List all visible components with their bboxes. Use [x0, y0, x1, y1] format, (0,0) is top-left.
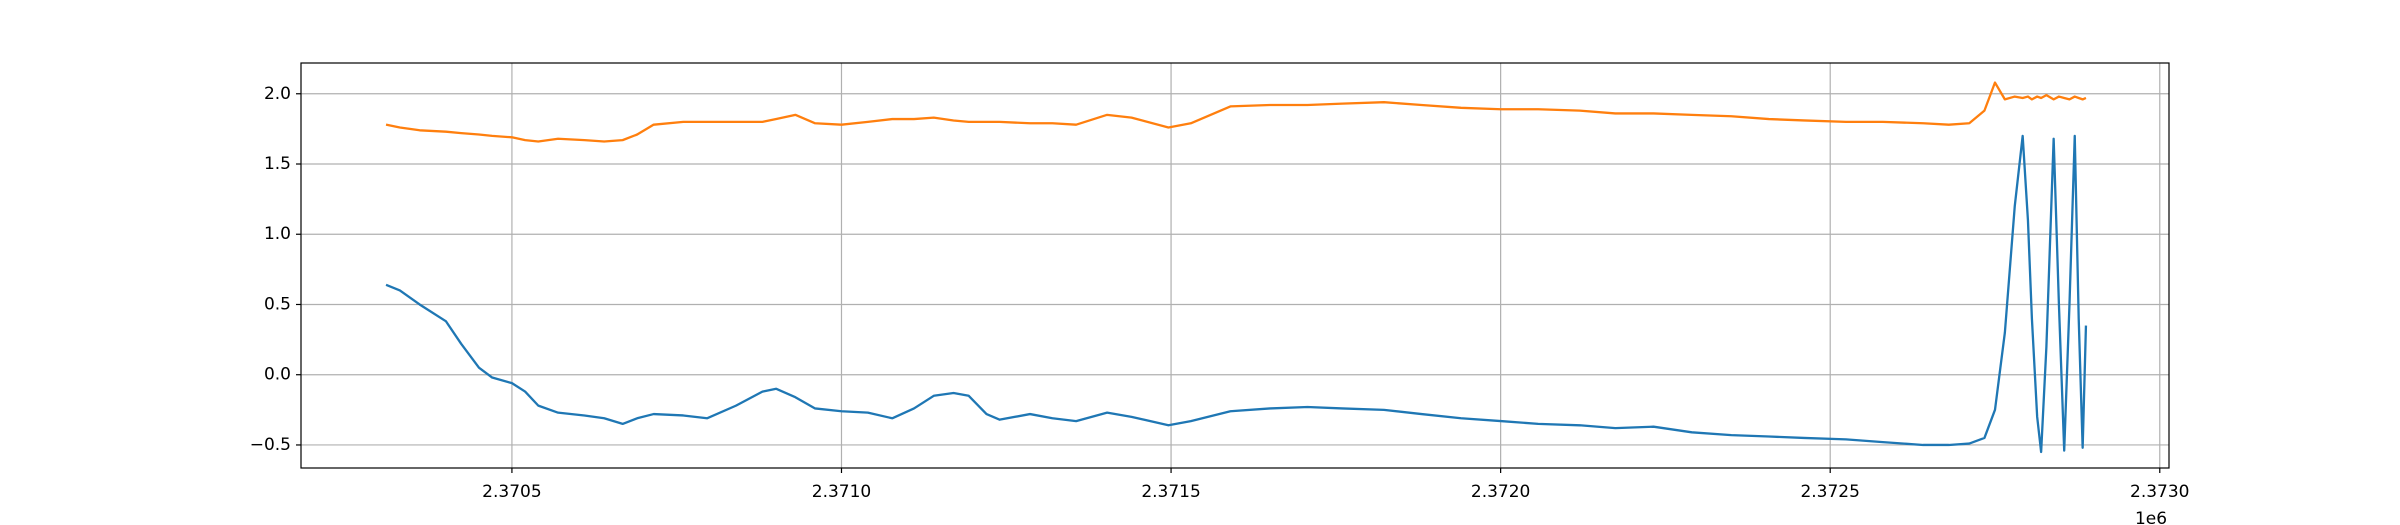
x-tick-label: 2.3705: [482, 482, 541, 502]
y-tick-label: 1.5: [264, 154, 291, 174]
data-line: [385, 81, 2087, 143]
x-tick-label: 2.3725: [1800, 482, 1859, 502]
y-tick-label: 0.5: [264, 294, 291, 314]
x-tick-label: 2.3715: [1141, 482, 1200, 502]
y-tick-label: 0.0: [264, 365, 291, 385]
plot-frame: [300, 62, 2170, 469]
x-tick-label: 2.3710: [812, 482, 871, 502]
x-tick-label: 2.3720: [1471, 482, 1530, 502]
x-tick-label: 2.3730: [2130, 482, 2189, 502]
data-line: [385, 134, 2088, 454]
y-tick-label: −0.5: [250, 435, 291, 455]
y-tick-label: 1.0: [264, 224, 291, 244]
y-tick-label: 2.0: [264, 84, 291, 104]
x-offset-label: 1e6: [2135, 509, 2167, 525]
